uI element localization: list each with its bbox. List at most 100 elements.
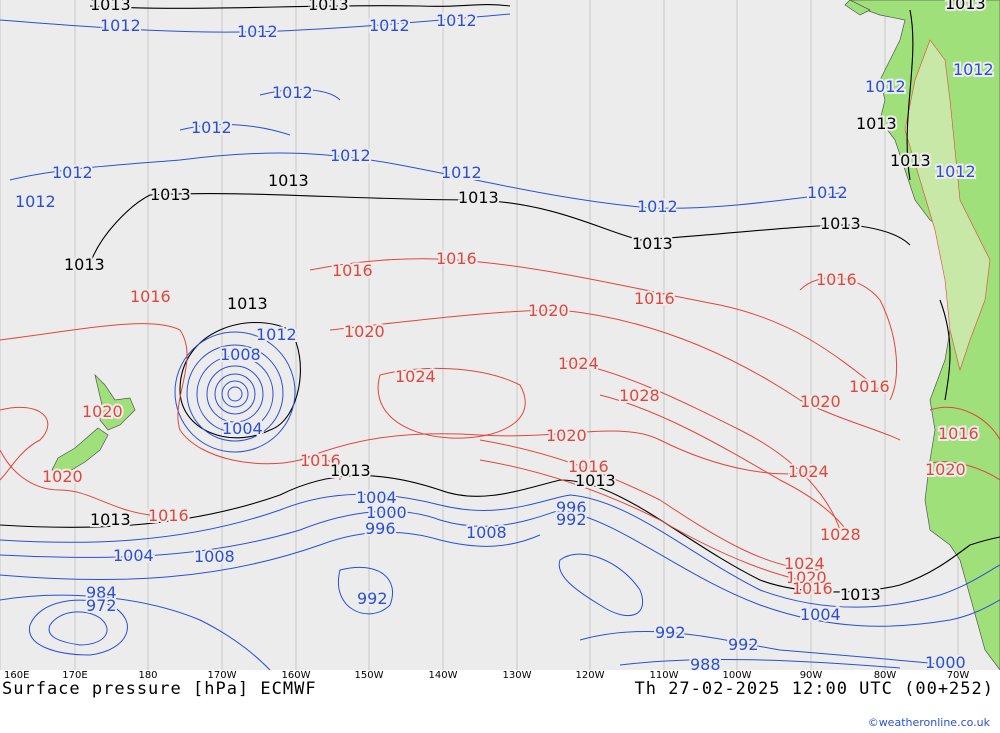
isobar-label: 1008 — [466, 523, 507, 542]
isobar-label: 1004 — [222, 419, 263, 438]
isobar-label: 1013 — [840, 585, 881, 604]
new-zealand-north-island — [94, 373, 136, 431]
isobar-label: 1008 — [220, 345, 261, 364]
isobar-label: 1016 — [332, 261, 373, 280]
lon-label: 160E — [4, 670, 30, 681]
isobars-1013 — [0, 4, 1000, 593]
isobar-label: 1012 — [15, 192, 56, 211]
new-zealand-south-island — [51, 427, 109, 473]
isobar-label: 1020 — [800, 392, 841, 411]
isobar-label: 1024 — [558, 354, 599, 373]
lon-label: 170W — [207, 670, 237, 681]
isobar-label: 1004 — [113, 546, 154, 565]
isobar-label: 992 — [728, 635, 759, 654]
isobar-label: 1000 — [925, 653, 966, 670]
isobar-label: 996 — [365, 519, 396, 538]
isobar-label: 1016 — [568, 457, 609, 476]
isobar-label: 1008 — [194, 547, 235, 566]
isobar-label: 1028 — [820, 525, 861, 544]
isobar-label: 1012 — [369, 16, 410, 35]
isobar-labels: 1013 1012 1012 1013 1012 1012 1013 1012 … — [13, 0, 996, 670]
isobar-label: 1004 — [800, 605, 841, 624]
isobar-label: 988 — [690, 655, 721, 670]
isobars-high — [0, 258, 1000, 586]
isobar-label: 1012 — [807, 183, 848, 202]
isobar-label: 1012 — [953, 60, 994, 79]
pressure-map: 1013 1012 1012 1013 1012 1012 1013 1012 … — [0, 0, 1000, 670]
lon-label: 80W — [873, 670, 897, 681]
ocean-background — [0, 0, 1000, 670]
isobar-label: 1020 — [528, 301, 569, 320]
lon-label: 70W — [946, 670, 970, 681]
isobar-label: 1016 — [938, 424, 979, 443]
isobar-label: 1013 — [330, 461, 371, 480]
isobar-label: 1012 — [100, 16, 141, 35]
lon-label: 170E — [62, 670, 88, 681]
isobar-label: 1004 — [356, 488, 397, 507]
isobar-label: 1013 — [268, 171, 309, 190]
isobar-label: 1012 — [436, 11, 477, 30]
isobar-label: 1013 — [64, 255, 105, 274]
isobar-label: 1024 — [788, 462, 829, 481]
isobar-label: 984 — [86, 583, 117, 602]
isobars-low — [0, 13, 1000, 670]
isobar-label: 996 — [556, 498, 587, 517]
isobar-label: 1020 — [925, 460, 966, 479]
isobar-label: 1016 — [849, 377, 890, 396]
isobar-label: 1028 — [619, 386, 660, 405]
isobar-label: 1012 — [52, 163, 93, 182]
isobar-label: 1012 — [935, 162, 976, 181]
map-title: Surface pressure [hPa] ECMWF — [2, 679, 317, 699]
lon-label: 100W — [722, 670, 752, 681]
valid-time: Th 27-02-2025 12:00 UTC (00+252) — [634, 679, 994, 699]
lon-label: 180 — [138, 670, 158, 681]
isobar-label: 992 — [556, 510, 587, 529]
longitude-axis: 160E 170E 180 170W 160W 150W 140W 130W 1… — [0, 670, 1000, 684]
isobar-label: 1012 — [330, 146, 371, 165]
credit-link[interactable]: ©weatheronline.co.uk — [867, 716, 990, 729]
lon-label: 160W — [281, 670, 311, 681]
isobar-label: 1012 — [272, 83, 313, 102]
lon-label: 150W — [354, 670, 384, 681]
isobar-label: 1024 — [784, 554, 825, 573]
isobar-label: 972 — [86, 596, 117, 615]
isobar-label: 1012 — [191, 118, 232, 137]
isobar-label: 1016 — [130, 287, 171, 306]
isobar-label: 1020 — [786, 568, 827, 587]
isobar-label: 1013 — [820, 214, 861, 233]
isobar-label: 1016 — [634, 289, 675, 308]
andes-highlands — [904, 39, 991, 372]
isobar-label: 1013 — [890, 151, 931, 170]
isobar-label: 1013 — [632, 234, 673, 253]
lon-label: 90W — [799, 670, 823, 681]
isobar-label: 1013 — [90, 510, 131, 529]
isobar-label: 1020 — [82, 402, 123, 421]
isobar-label: 1016 — [148, 506, 189, 525]
isobar-label: 1013 — [90, 0, 131, 14]
isobar-label: 1020 — [42, 467, 83, 486]
isobar-label: 1024 — [395, 367, 436, 386]
isobar-label: 1013 — [458, 188, 499, 207]
isobar-label: 1013 — [575, 471, 616, 490]
isobar-label: 1016 — [436, 249, 477, 268]
isobar-label: 1013 — [945, 0, 986, 13]
isobar-label: 1020 — [546, 426, 587, 445]
isobar-label: 1013 — [308, 0, 349, 14]
isobar-label: 1012 — [865, 77, 906, 96]
isobar-label: 992 — [655, 623, 686, 642]
isobar-label: 1000 — [366, 503, 407, 522]
isobar-label: 1012 — [441, 163, 482, 182]
lon-label: 130W — [502, 670, 532, 681]
isobar-label: 1016 — [300, 451, 341, 470]
central-america-land — [844, 0, 871, 16]
isobar-label: 1013 — [856, 114, 897, 133]
lon-label: 110W — [649, 670, 679, 681]
isobar-label: 1013 — [150, 185, 191, 204]
isobar-label: 1013 — [227, 294, 268, 313]
isobar-label: 1020 — [344, 322, 385, 341]
isobar-label: 1012 — [637, 197, 678, 216]
isobar-label: 992 — [357, 589, 388, 608]
isobar-label: 1016 — [792, 579, 833, 598]
isobar-label: 1012 — [237, 22, 278, 41]
lon-label: 120W — [575, 670, 605, 681]
